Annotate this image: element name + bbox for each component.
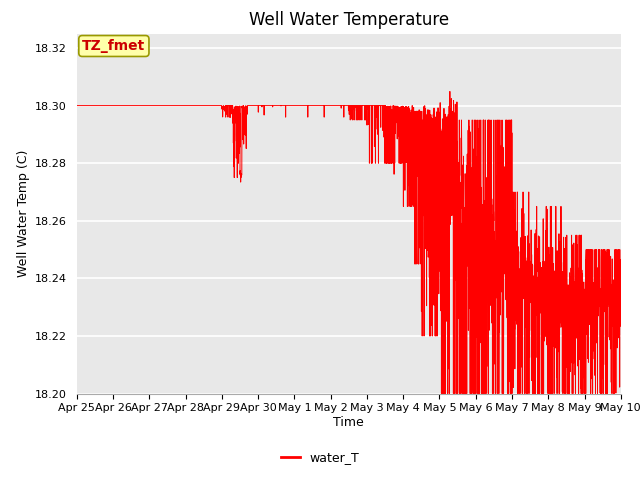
Line: water_T: water_T <box>77 92 621 394</box>
water_T <box>328 103 336 108</box>
water_T <box>446 89 454 95</box>
water_T <box>616 257 624 263</box>
Legend: water_T: water_T <box>276 446 364 469</box>
water_T <box>502 231 509 237</box>
water_T <box>171 103 179 108</box>
X-axis label: Time: Time <box>333 416 364 429</box>
water_T <box>438 391 445 396</box>
Title: Well Water Temperature: Well Water Temperature <box>249 11 449 29</box>
water_T <box>441 187 449 192</box>
water_T <box>471 391 479 396</box>
water_T <box>617 318 625 324</box>
Y-axis label: Well Water Temp (C): Well Water Temp (C) <box>17 150 29 277</box>
Text: TZ_fmet: TZ_fmet <box>82 39 145 53</box>
water_T <box>73 103 81 108</box>
